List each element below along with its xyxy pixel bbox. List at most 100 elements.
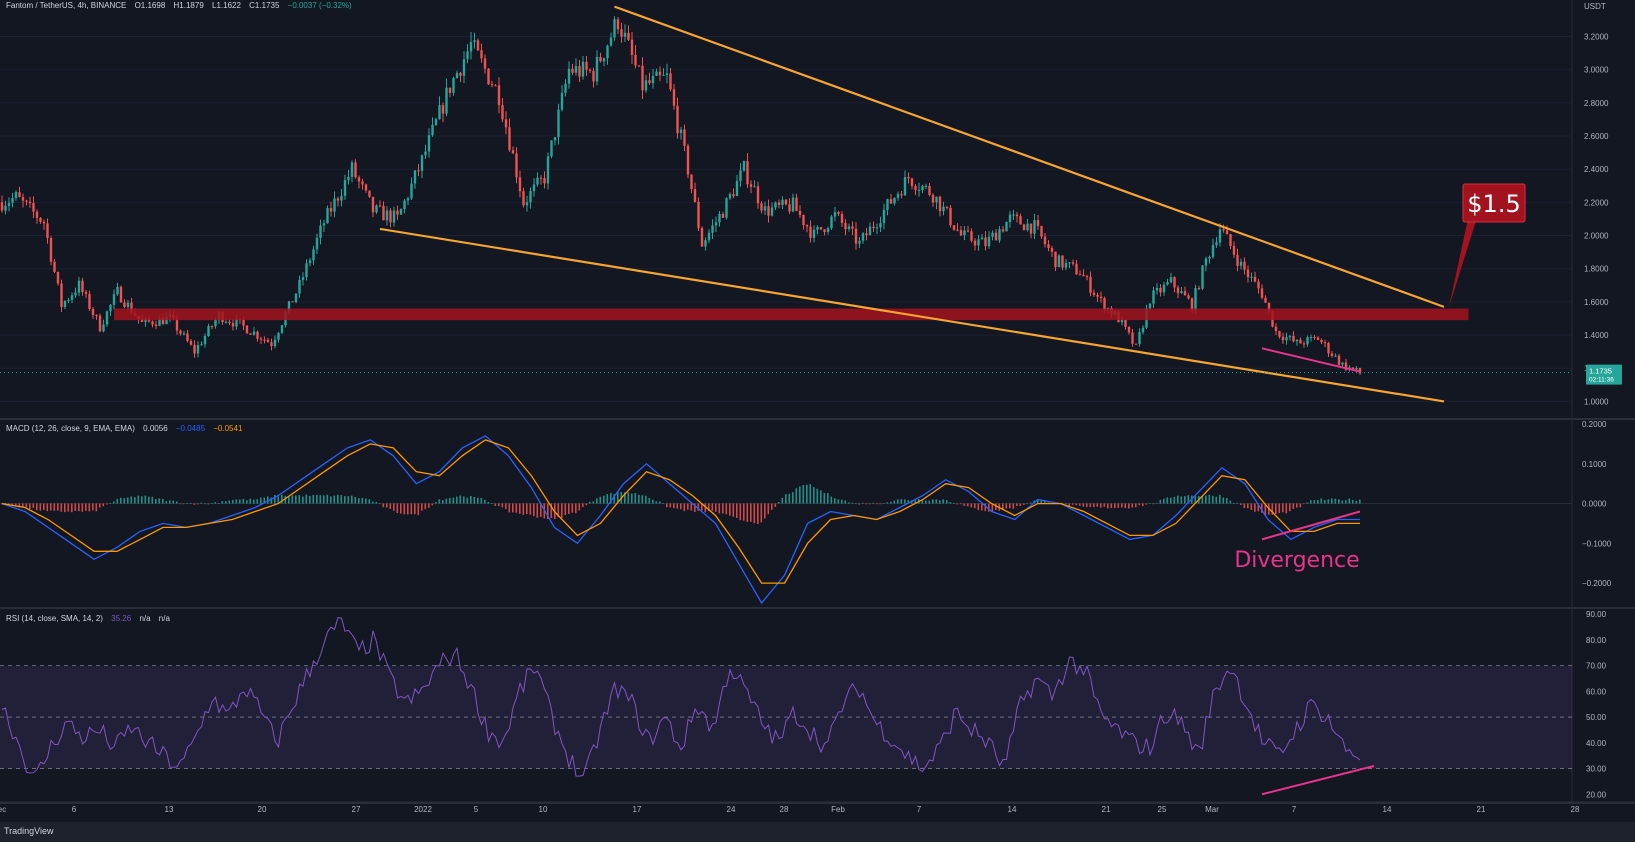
candle-body (1201, 265, 1204, 289)
rsi-tick-label: 20.00 (1586, 790, 1607, 799)
macd-histogram-bar (1187, 495, 1190, 504)
candle-body (354, 162, 357, 178)
candle-body (1005, 222, 1008, 232)
macd-histogram-bar (1212, 495, 1214, 504)
tradingview-logo[interactable]: TradingView (4, 826, 54, 836)
macd-histogram-bar (708, 503, 710, 511)
candle-body (847, 226, 851, 230)
macd-histogram-bar (802, 485, 805, 504)
candle-body (721, 213, 725, 218)
macd-histogram-bar (942, 499, 945, 504)
rsi-tick-label: 40.00 (1586, 739, 1607, 748)
macd-histogram-bar (113, 501, 115, 504)
rsi-tick-label: 50.00 (1586, 713, 1607, 722)
macd-histogram-bar (344, 496, 346, 504)
rsi-label[interactable]: RSI (14, close, SMA, 14, 2) (6, 614, 103, 623)
candle-body (567, 68, 571, 84)
macd-histogram-bar (228, 500, 231, 504)
macd-histogram-bar (578, 503, 581, 511)
macd-histogram-bar (680, 503, 682, 510)
candle-body (1327, 342, 1330, 354)
candle-body (987, 236, 991, 247)
macd-histogram-bar (834, 498, 836, 504)
macd-histogram-bar (557, 503, 560, 518)
candle-body (900, 193, 903, 196)
macd-histogram-bar (491, 503, 493, 504)
candle-body (95, 314, 98, 316)
candle-body (1341, 362, 1344, 365)
macd-histogram-bar (1215, 496, 1218, 504)
candle-body (305, 263, 308, 278)
candle-body (347, 176, 350, 181)
candle-body (634, 54, 637, 66)
candle-body (308, 260, 312, 264)
macd-histogram-bar (575, 503, 577, 514)
candle-body (420, 155, 424, 171)
candle-body (725, 198, 728, 218)
macd-histogram-bar (137, 495, 140, 504)
candle-body (259, 338, 263, 340)
symbol-title[interactable]: Fantom / TetherUS, 4h, BINANCE (6, 1, 127, 10)
candle-body (1302, 343, 1306, 345)
macd-histogram-bar (837, 499, 840, 504)
candle-body (46, 223, 49, 239)
candle-body (739, 170, 742, 181)
macd-histogram-bar (1310, 500, 1312, 504)
macd-label[interactable]: MACD (12, 26, close, 9, EMA, EMA) (6, 424, 135, 433)
macd-histogram-bar (1317, 500, 1319, 504)
macd-signal-line (1, 439, 1360, 584)
macd-histogram-bar (351, 495, 353, 504)
price-tick-label: 1.4000 (1584, 331, 1609, 340)
macd-histogram-bar (795, 488, 798, 504)
candle-body (361, 181, 364, 185)
candle-body (935, 196, 938, 203)
price-tick-label: 1.8000 (1584, 265, 1609, 274)
candle-body (1246, 269, 1250, 278)
candle-body (1026, 223, 1029, 231)
candle-body (1082, 274, 1085, 277)
macd-histogram-bar (1219, 494, 1221, 504)
macd-histogram-bar (652, 499, 654, 504)
candle-body (319, 225, 322, 238)
candle-body (543, 177, 546, 184)
macd-histogram-bar (508, 503, 511, 513)
rsi-divergence-line (1261, 765, 1375, 796)
macd-histogram-bar (935, 499, 938, 504)
candle-body (557, 109, 560, 138)
candle-body (508, 127, 511, 151)
macd-histogram-bar (704, 503, 707, 513)
candle-body (693, 189, 697, 202)
candle-body (602, 58, 606, 62)
price-tick-label: 2.0000 (1584, 232, 1609, 241)
macd-histogram-bar (1205, 495, 1207, 504)
candle-body (655, 71, 658, 76)
callout-pointer (1449, 205, 1481, 307)
macd-histogram-bar (1072, 503, 1074, 505)
macd-histogram-bar (410, 503, 413, 515)
macd-histogram-bar (820, 490, 822, 504)
macd-histogram-bar (781, 497, 784, 504)
macd-histogram-bar (459, 495, 462, 504)
candle-body (203, 336, 207, 345)
candle-body (571, 68, 574, 73)
candle-body (592, 70, 595, 82)
close-value: C1.1735 (249, 1, 280, 10)
rsi-tick-label: 30.00 (1586, 765, 1607, 774)
price-tick-label: 1.0000 (1584, 397, 1609, 406)
candle-body (644, 80, 648, 91)
macd-histogram-bar (39, 503, 42, 511)
macd-histogram-bar (715, 503, 717, 512)
candle-body (893, 197, 896, 204)
candle-body (788, 204, 791, 212)
candle-body (263, 339, 266, 341)
candle-body (469, 42, 473, 52)
candle-body (266, 339, 270, 343)
candle-body (112, 294, 116, 305)
macd-histogram-bar (487, 501, 490, 504)
macd-histogram-bar (134, 497, 136, 504)
candle-body (707, 232, 711, 241)
divergence-annotation: Divergence (1234, 548, 1359, 573)
candle-body (826, 228, 830, 232)
candle-body (865, 233, 868, 236)
